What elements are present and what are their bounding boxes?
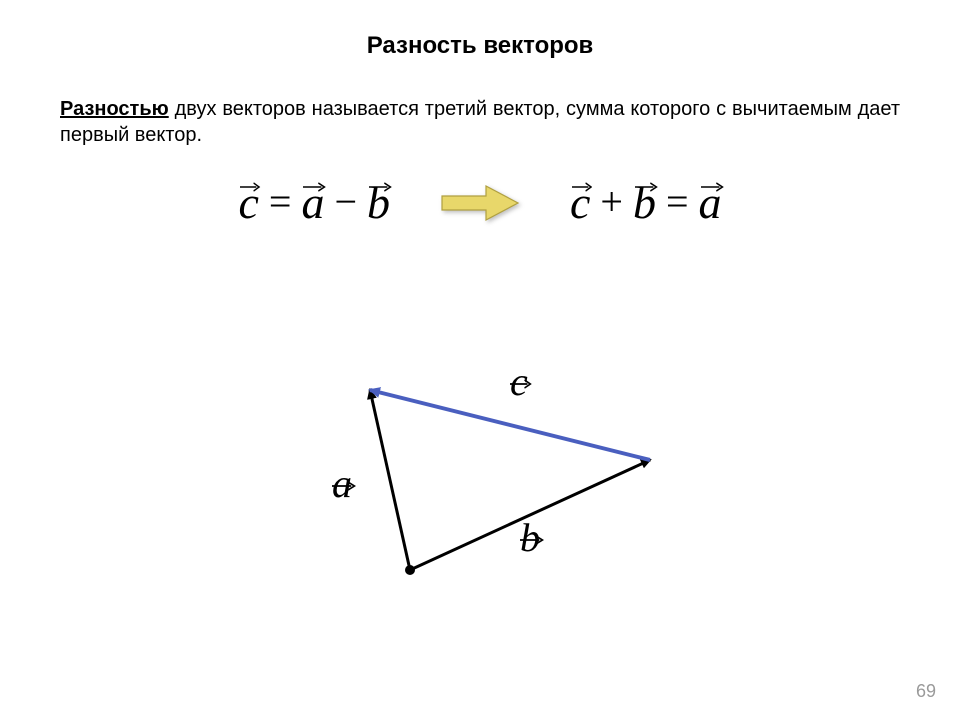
definition-text: Разностью двух векторов называется трети… <box>0 60 960 148</box>
vector-arrow-icon <box>572 182 592 192</box>
page-title: Разность векторов <box>0 0 960 60</box>
diagram-label-b: b <box>520 514 540 561</box>
arrow-polygon <box>442 186 518 220</box>
vector-arrow-icon <box>520 508 544 518</box>
diagram-label-a: a <box>332 460 352 507</box>
definition-lead: Разностью <box>60 98 169 120</box>
vector-arrow-icon <box>369 182 392 192</box>
vector-arrow-icon <box>701 182 724 192</box>
diagram-label-c: c <box>510 358 528 405</box>
equals-sign: = <box>662 178 693 229</box>
equation-right: c + b = a <box>570 176 722 229</box>
vector-a-line <box>370 390 410 570</box>
page-number: 69 <box>916 681 936 702</box>
definition-rest: двух векторов называется третий вектор, … <box>60 98 900 146</box>
origin-dot <box>405 565 415 575</box>
vector-arrow-icon <box>332 454 356 464</box>
equations-row: c = a − b c + <box>0 176 960 229</box>
minus-sign: − <box>330 178 361 229</box>
vector-c: c <box>238 176 258 229</box>
vector-b: b <box>633 176 656 229</box>
vector-arrow-icon <box>635 182 658 192</box>
vector-arrow-icon <box>303 182 326 192</box>
implies-arrow-icon <box>440 182 520 224</box>
vector-arrow-icon <box>510 352 532 362</box>
plus-sign: + <box>596 178 627 229</box>
vector-arrow-icon <box>240 182 260 192</box>
vector-c: c <box>570 176 590 229</box>
vector-a: a <box>699 176 722 229</box>
vector-diagram: c a b <box>290 360 690 620</box>
equals-sign: = <box>265 178 296 229</box>
vector-a: a <box>301 176 324 229</box>
vector-b: b <box>367 176 390 229</box>
equation-left: c = a − b <box>238 176 390 229</box>
